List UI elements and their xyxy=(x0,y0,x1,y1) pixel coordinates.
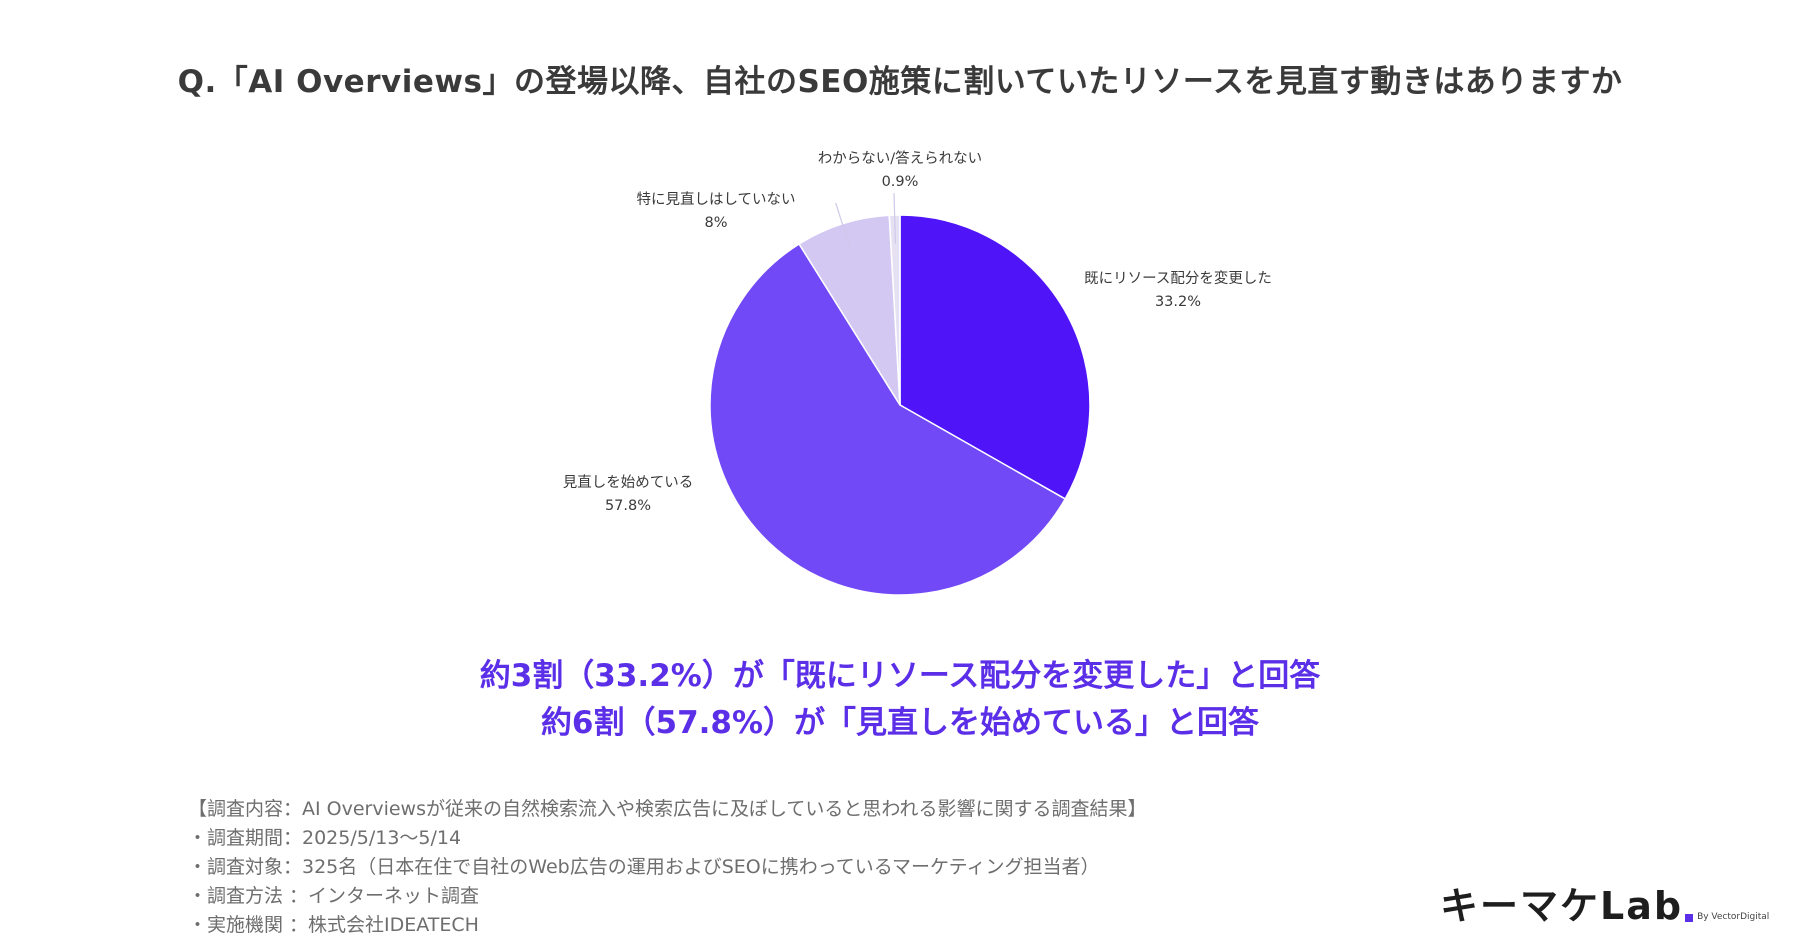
page-title: Q.「AI Overviews」の登場以降、自社のSEO施策に割いていたリソース… xyxy=(177,64,1623,100)
leader-line-2 xyxy=(835,202,852,252)
headline-line-2: 約6割（57.8%）が「見直しを始めている」と回答 xyxy=(540,705,1260,741)
leader-line-3 xyxy=(893,193,897,244)
label-review-started-name: 見直しを始めている xyxy=(563,474,694,491)
label-unknown-value: 0.9% xyxy=(882,174,919,190)
survey-notes: 【調査内容：AI Overviewsが従来の自然検索流入や検索広告に及ぼしている… xyxy=(188,795,1146,940)
label-no-review-value: 8% xyxy=(704,215,727,231)
slice-review-started xyxy=(709,242,1067,596)
logo-subtext: By VectorDigital xyxy=(1697,912,1770,922)
brand-logo: キーマケLab By VectorDigital xyxy=(1440,882,1769,926)
pie-chart: 既にリソース配分を変更した 33.2% 見直しを始めている 57.8% 特に見直しはして… xyxy=(563,150,1272,596)
label-resource-changed-name: 既にリソース配分を変更した xyxy=(1084,270,1272,287)
logo-dot-icon xyxy=(1685,914,1694,922)
slice-resource-changed xyxy=(899,214,1091,500)
note-content: 【調査内容：AI Overviewsが従来の自然検索流入や検索広告に及ぼしている… xyxy=(188,798,1147,820)
note-method: ・調査方法 ：インターネット調査 xyxy=(188,885,480,907)
label-no-review-name: 特に見直しはしていない xyxy=(636,191,795,208)
label-review-started-value: 57.8% xyxy=(605,498,651,514)
headline-line-1: 約3割（33.2%）が「既にリソース配分を変更した」と回答 xyxy=(479,658,1321,694)
note-period: ・調査期間：2025/5/13〜5/14 xyxy=(188,827,462,849)
label-unknown-name: わからない/答えられない xyxy=(818,150,982,167)
note-target: ・調査対象：325名（日本在住で自社のWeb広告の運用およびSEOに携わっている… xyxy=(188,856,1100,878)
note-organization: ・実施機関 ：株式会社IDEATECH xyxy=(188,914,479,936)
label-resource-changed-value: 33.2% xyxy=(1155,294,1201,310)
logo-text: キーマケLab xyxy=(1440,884,1684,928)
